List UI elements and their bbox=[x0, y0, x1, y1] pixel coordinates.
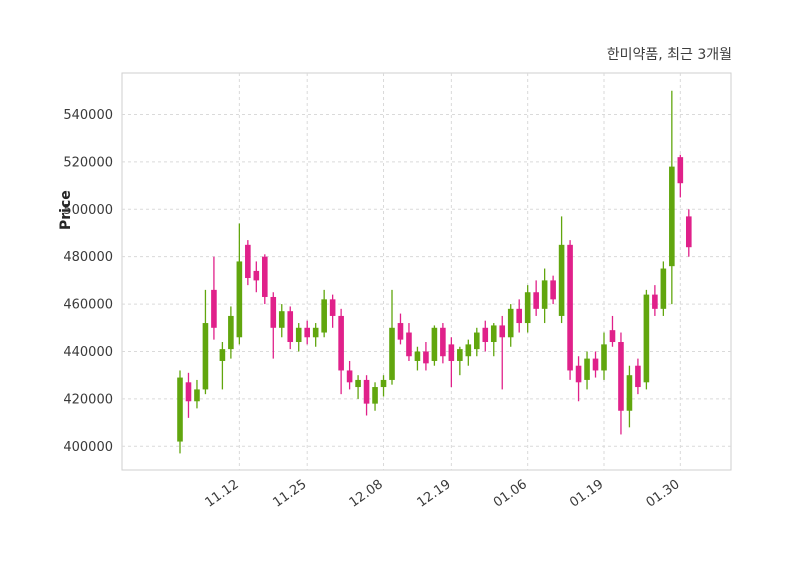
y-tick-label: 480000 bbox=[63, 250, 113, 265]
candle-body bbox=[482, 327, 489, 343]
y-tick-label: 420000 bbox=[63, 392, 113, 407]
candle-body bbox=[312, 327, 319, 338]
candle-body bbox=[592, 358, 599, 371]
x-tick-label: 12.19 bbox=[415, 477, 454, 511]
candle-body bbox=[211, 289, 217, 328]
candle-body bbox=[431, 327, 438, 361]
candle-body bbox=[533, 292, 539, 309]
candle-body bbox=[219, 349, 226, 361]
candle-body bbox=[329, 299, 336, 316]
y-axis-label: Price bbox=[58, 190, 74, 230]
candle-body bbox=[550, 280, 556, 300]
candle-body bbox=[406, 332, 412, 357]
y-axis-tick-labels: 400000 420000 440000 460000 480000 500000 5200… bbox=[63, 108, 113, 455]
candle-body bbox=[558, 244, 565, 316]
candle-body bbox=[524, 292, 531, 324]
x-tick-label: 01.06 bbox=[491, 477, 530, 511]
candle-body bbox=[626, 375, 633, 411]
candle-body bbox=[202, 323, 209, 390]
candle-body bbox=[507, 308, 514, 338]
candle-body bbox=[380, 379, 387, 388]
candle-body bbox=[363, 379, 370, 404]
candle-body bbox=[575, 365, 582, 383]
candle-body bbox=[440, 327, 446, 357]
candle-body bbox=[609, 330, 616, 343]
candle-body bbox=[457, 349, 463, 361]
candle-body bbox=[490, 325, 497, 343]
y-tick-label: 440000 bbox=[63, 345, 113, 360]
candle-body bbox=[278, 311, 285, 328]
candle-body bbox=[601, 344, 607, 371]
candle-body bbox=[287, 311, 294, 343]
candle-body bbox=[567, 244, 573, 371]
candles bbox=[177, 90, 692, 454]
candle-body bbox=[389, 327, 395, 380]
candle-body bbox=[686, 216, 692, 248]
x-tick-label: 01.19 bbox=[567, 477, 606, 511]
candle-body bbox=[541, 280, 548, 309]
candle-body bbox=[338, 315, 344, 371]
candle-body bbox=[270, 296, 277, 328]
candle-body bbox=[372, 387, 378, 404]
x-tick-label: 12.08 bbox=[347, 477, 386, 511]
candle-body bbox=[660, 268, 667, 309]
candle-body bbox=[355, 379, 361, 388]
candle-body bbox=[448, 344, 455, 361]
x-tick-label: 11.25 bbox=[270, 477, 309, 511]
candle-body bbox=[245, 244, 251, 279]
candle-body bbox=[321, 299, 327, 333]
y-tick-label: 540000 bbox=[63, 108, 113, 123]
candle-body bbox=[414, 351, 421, 361]
candle-body bbox=[423, 351, 429, 364]
x-tick-label: 01.30 bbox=[644, 477, 683, 511]
candle-body bbox=[652, 294, 658, 309]
candle-body bbox=[669, 166, 675, 267]
candle-body bbox=[465, 344, 472, 357]
candle-body bbox=[185, 382, 192, 402]
candle-body bbox=[516, 308, 522, 324]
candle-body bbox=[584, 358, 590, 380]
candle-body bbox=[295, 327, 302, 343]
candle-body bbox=[346, 370, 353, 383]
candle-body bbox=[304, 327, 310, 338]
candle-body bbox=[177, 377, 183, 442]
chart-title: 한미약품, 최근 3개월 bbox=[606, 47, 732, 63]
x-tick-label: 11.12 bbox=[203, 477, 242, 511]
y-tick-label: 500000 bbox=[63, 203, 113, 218]
gridlines bbox=[122, 73, 731, 470]
candle-body bbox=[643, 294, 650, 383]
candle-body bbox=[618, 342, 624, 411]
candle-body bbox=[194, 389, 200, 402]
candle-body bbox=[677, 157, 684, 184]
candle-body bbox=[253, 270, 260, 281]
y-tick-label: 520000 bbox=[63, 155, 113, 170]
candle-body bbox=[262, 256, 268, 297]
x-axis-tick-labels: 11.12 11.25 12.08 12.19 01.06 01.19 01.30 bbox=[203, 477, 683, 511]
candle-body bbox=[635, 365, 641, 388]
candle-body bbox=[397, 323, 404, 340]
candle-body bbox=[236, 261, 243, 338]
candle-body bbox=[228, 315, 234, 350]
y-tick-label: 400000 bbox=[63, 440, 113, 455]
candle-body bbox=[474, 332, 480, 350]
candle-body bbox=[499, 325, 506, 338]
y-tick-label: 460000 bbox=[63, 298, 113, 313]
